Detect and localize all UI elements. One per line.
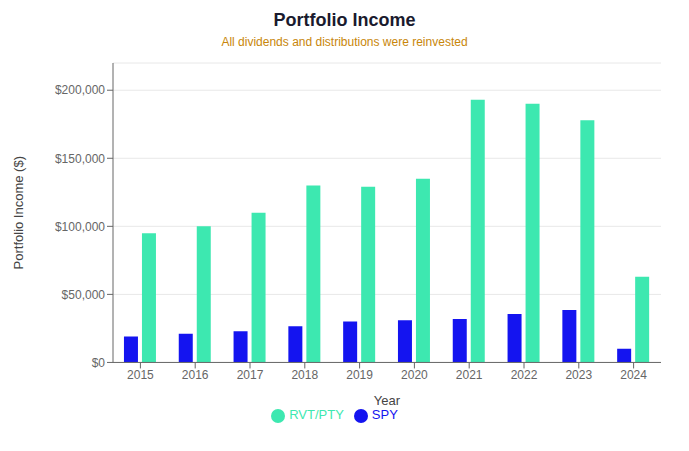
svg-text:2020: 2020 [401,368,428,382]
svg-text:2023: 2023 [565,368,592,382]
svg-text:$100,000: $100,000 [55,220,105,234]
html-text:SPY: SPY [371,407,398,423]
svg-text:2019: 2019 [346,368,373,382]
svg-text:$0: $0 [92,356,106,370]
svg-text:2021: 2021 [456,368,483,382]
svg-text:2017: 2017 [237,368,264,382]
html-text:Portfolio Income: Portfolio Income [273,10,416,30]
svg-text:2015: 2015 [127,368,154,382]
svg-text:2016: 2016 [182,368,209,382]
svg-text:$150,000: $150,000 [55,152,105,166]
svg-text:2018: 2018 [291,368,318,382]
svg-text:Portfolio Income ($): Portfolio Income ($) [11,156,26,269]
svg-text:$50,000: $50,000 [62,288,106,302]
html-text:RVT/PTY: RVT/PTY [289,407,344,423]
html-text:All dividends and distribution: All dividends and distributions were rei… [221,35,468,49]
svg-text:2022: 2022 [511,368,538,382]
svg-text:2024: 2024 [620,368,647,382]
svg-text:Year: Year [374,393,401,408]
svg-text:$200,000: $200,000 [55,83,105,97]
